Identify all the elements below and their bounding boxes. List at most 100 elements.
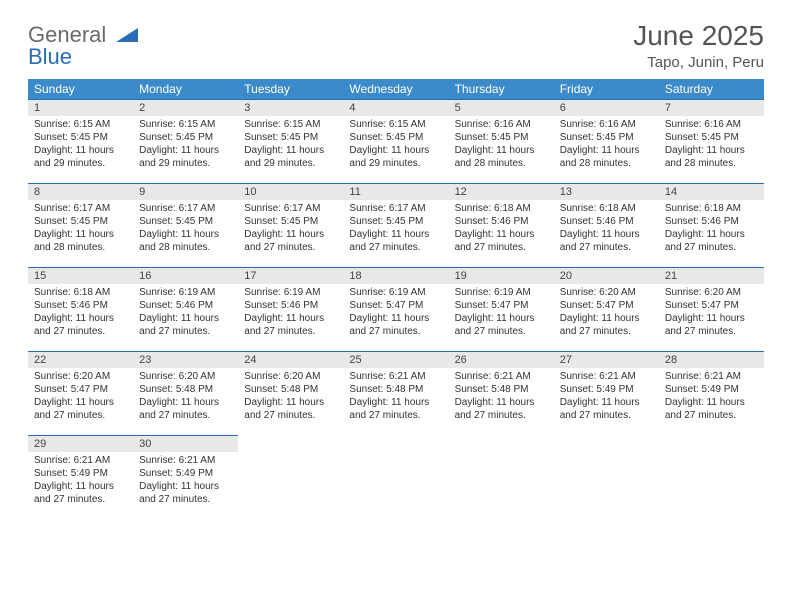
day-line-ss: Sunset: 5:45 PM xyxy=(455,131,548,144)
calendar-cell: 19Sunrise: 6:19 AMSunset: 5:47 PMDayligh… xyxy=(449,268,554,352)
day-number: 16 xyxy=(133,268,238,284)
day-line-d2: and 27 minutes. xyxy=(139,325,232,338)
day-details: Sunrise: 6:19 AMSunset: 5:47 PMDaylight:… xyxy=(343,284,448,342)
page-header: General Blue June 2025 Tapo, Junin, Peru xyxy=(28,20,764,71)
day-line-sr: Sunrise: 6:18 AM xyxy=(560,202,653,215)
day-number: 18 xyxy=(343,268,448,284)
day-details: Sunrise: 6:15 AMSunset: 5:45 PMDaylight:… xyxy=(133,116,238,174)
day-line-d1: Daylight: 11 hours xyxy=(244,396,337,409)
day-line-d2: and 27 minutes. xyxy=(349,409,442,422)
day-line-ss: Sunset: 5:46 PM xyxy=(455,215,548,228)
day-line-sr: Sunrise: 6:20 AM xyxy=(139,370,232,383)
month-title: June 2025 xyxy=(633,20,764,52)
day-details: Sunrise: 6:16 AMSunset: 5:45 PMDaylight:… xyxy=(449,116,554,174)
day-line-d1: Daylight: 11 hours xyxy=(139,312,232,325)
calendar-week: 8 Sunrise: 6:17 AMSunset: 5:45 PMDaylight… xyxy=(28,184,764,268)
calendar-cell: 12Sunrise: 6:18 AMSunset: 5:46 PMDayligh… xyxy=(449,184,554,268)
calendar-cell xyxy=(554,436,659,520)
day-line-d1: Daylight: 11 hours xyxy=(560,396,653,409)
day-line-sr: Sunrise: 6:16 AM xyxy=(665,118,758,131)
day-line-d2: and 27 minutes. xyxy=(34,325,127,338)
day-number: 23 xyxy=(133,352,238,368)
day-line-ss: Sunset: 5:47 PM xyxy=(349,299,442,312)
day-details: Sunrise: 6:21 AMSunset: 5:48 PMDaylight:… xyxy=(343,368,448,426)
calendar-cell: 10Sunrise: 6:17 AMSunset: 5:45 PMDayligh… xyxy=(238,184,343,268)
day-line-d2: and 27 minutes. xyxy=(244,325,337,338)
day-details: Sunrise: 6:20 AMSunset: 5:47 PMDaylight:… xyxy=(554,284,659,342)
day-number: 14 xyxy=(659,184,764,200)
calendar-cell: 23Sunrise: 6:20 AMSunset: 5:48 PMDayligh… xyxy=(133,352,238,436)
day-line-d1: Daylight: 11 hours xyxy=(560,228,653,241)
day-line-d1: Daylight: 11 hours xyxy=(665,396,758,409)
day-number: 9 xyxy=(133,184,238,200)
day-number: 26 xyxy=(449,352,554,368)
day-line-d1: Daylight: 11 hours xyxy=(34,480,127,493)
day-line-d2: and 27 minutes. xyxy=(139,493,232,506)
day-number: 13 xyxy=(554,184,659,200)
day-number: 8 xyxy=(28,184,133,200)
day-line-ss: Sunset: 5:47 PM xyxy=(665,299,758,312)
day-number: 6 xyxy=(554,100,659,116)
day-number: 12 xyxy=(449,184,554,200)
day-line-ss: Sunset: 5:47 PM xyxy=(455,299,548,312)
calendar-cell: 22Sunrise: 6:20 AMSunset: 5:47 PMDayligh… xyxy=(28,352,133,436)
calendar-cell xyxy=(238,436,343,520)
day-line-ss: Sunset: 5:48 PM xyxy=(244,383,337,396)
day-number: 10 xyxy=(238,184,343,200)
calendar-cell xyxy=(659,436,764,520)
day-number: 21 xyxy=(659,268,764,284)
day-line-ss: Sunset: 5:49 PM xyxy=(665,383,758,396)
calendar-cell: 4Sunrise: 6:15 AMSunset: 5:45 PMDaylight… xyxy=(343,100,448,184)
day-line-sr: Sunrise: 6:17 AM xyxy=(34,202,127,215)
day-line-d1: Daylight: 11 hours xyxy=(139,228,232,241)
day-line-d2: and 29 minutes. xyxy=(34,157,127,170)
day-line-d2: and 27 minutes. xyxy=(455,409,548,422)
day-line-d1: Daylight: 11 hours xyxy=(455,144,548,157)
day-details: Sunrise: 6:20 AMSunset: 5:48 PMDaylight:… xyxy=(133,368,238,426)
day-line-ss: Sunset: 5:45 PM xyxy=(139,131,232,144)
day-line-ss: Sunset: 5:46 PM xyxy=(34,299,127,312)
day-line-d2: and 27 minutes. xyxy=(244,241,337,254)
day-line-d1: Daylight: 11 hours xyxy=(665,144,758,157)
day-line-d1: Daylight: 11 hours xyxy=(560,144,653,157)
day-header: Saturday xyxy=(659,79,764,100)
day-line-d2: and 27 minutes. xyxy=(665,325,758,338)
day-number: 3 xyxy=(238,100,343,116)
day-number: 25 xyxy=(343,352,448,368)
calendar-cell: 24Sunrise: 6:20 AMSunset: 5:48 PMDayligh… xyxy=(238,352,343,436)
day-line-sr: Sunrise: 6:16 AM xyxy=(455,118,548,131)
day-line-ss: Sunset: 5:49 PM xyxy=(560,383,653,396)
location-text: Tapo, Junin, Peru xyxy=(633,54,764,71)
calendar-cell: 27Sunrise: 6:21 AMSunset: 5:49 PMDayligh… xyxy=(554,352,659,436)
day-line-ss: Sunset: 5:48 PM xyxy=(455,383,548,396)
day-line-d1: Daylight: 11 hours xyxy=(34,144,127,157)
day-details: Sunrise: 6:21 AMSunset: 5:49 PMDaylight:… xyxy=(554,368,659,426)
calendar-week: 22Sunrise: 6:20 AMSunset: 5:47 PMDayligh… xyxy=(28,352,764,436)
day-line-sr: Sunrise: 6:18 AM xyxy=(34,286,127,299)
day-line-sr: Sunrise: 6:15 AM xyxy=(244,118,337,131)
day-details: Sunrise: 6:21 AMSunset: 5:49 PMDaylight:… xyxy=(28,452,133,510)
day-line-ss: Sunset: 5:45 PM xyxy=(560,131,653,144)
day-line-d1: Daylight: 11 hours xyxy=(34,312,127,325)
day-line-d2: and 27 minutes. xyxy=(34,493,127,506)
day-line-ss: Sunset: 5:45 PM xyxy=(665,131,758,144)
day-line-d1: Daylight: 11 hours xyxy=(34,228,127,241)
calendar-cell: 11Sunrise: 6:17 AMSunset: 5:45 PMDayligh… xyxy=(343,184,448,268)
calendar-cell: 26Sunrise: 6:21 AMSunset: 5:48 PMDayligh… xyxy=(449,352,554,436)
day-line-sr: Sunrise: 6:18 AM xyxy=(455,202,548,215)
day-line-sr: Sunrise: 6:18 AM xyxy=(665,202,758,215)
logo-text: General Blue xyxy=(28,24,138,68)
calendar-cell: 9Sunrise: 6:17 AMSunset: 5:45 PMDaylight… xyxy=(133,184,238,268)
day-line-ss: Sunset: 5:45 PM xyxy=(34,131,127,144)
day-line-d1: Daylight: 11 hours xyxy=(665,312,758,325)
calendar-cell: 8Sunrise: 6:17 AMSunset: 5:45 PMDaylight… xyxy=(28,184,133,268)
day-line-sr: Sunrise: 6:15 AM xyxy=(34,118,127,131)
day-line-ss: Sunset: 5:47 PM xyxy=(34,383,127,396)
calendar-cell: 6Sunrise: 6:16 AMSunset: 5:45 PMDaylight… xyxy=(554,100,659,184)
day-header-row: SundayMondayTuesdayWednesdayThursdayFrid… xyxy=(28,79,764,100)
day-details: Sunrise: 6:17 AMSunset: 5:45 PMDaylight:… xyxy=(343,200,448,258)
day-line-sr: Sunrise: 6:19 AM xyxy=(244,286,337,299)
day-line-d2: and 28 minutes. xyxy=(455,157,548,170)
day-number: 5 xyxy=(449,100,554,116)
calendar-cell: 1Sunrise: 6:15 AMSunset: 5:45 PMDaylight… xyxy=(28,100,133,184)
